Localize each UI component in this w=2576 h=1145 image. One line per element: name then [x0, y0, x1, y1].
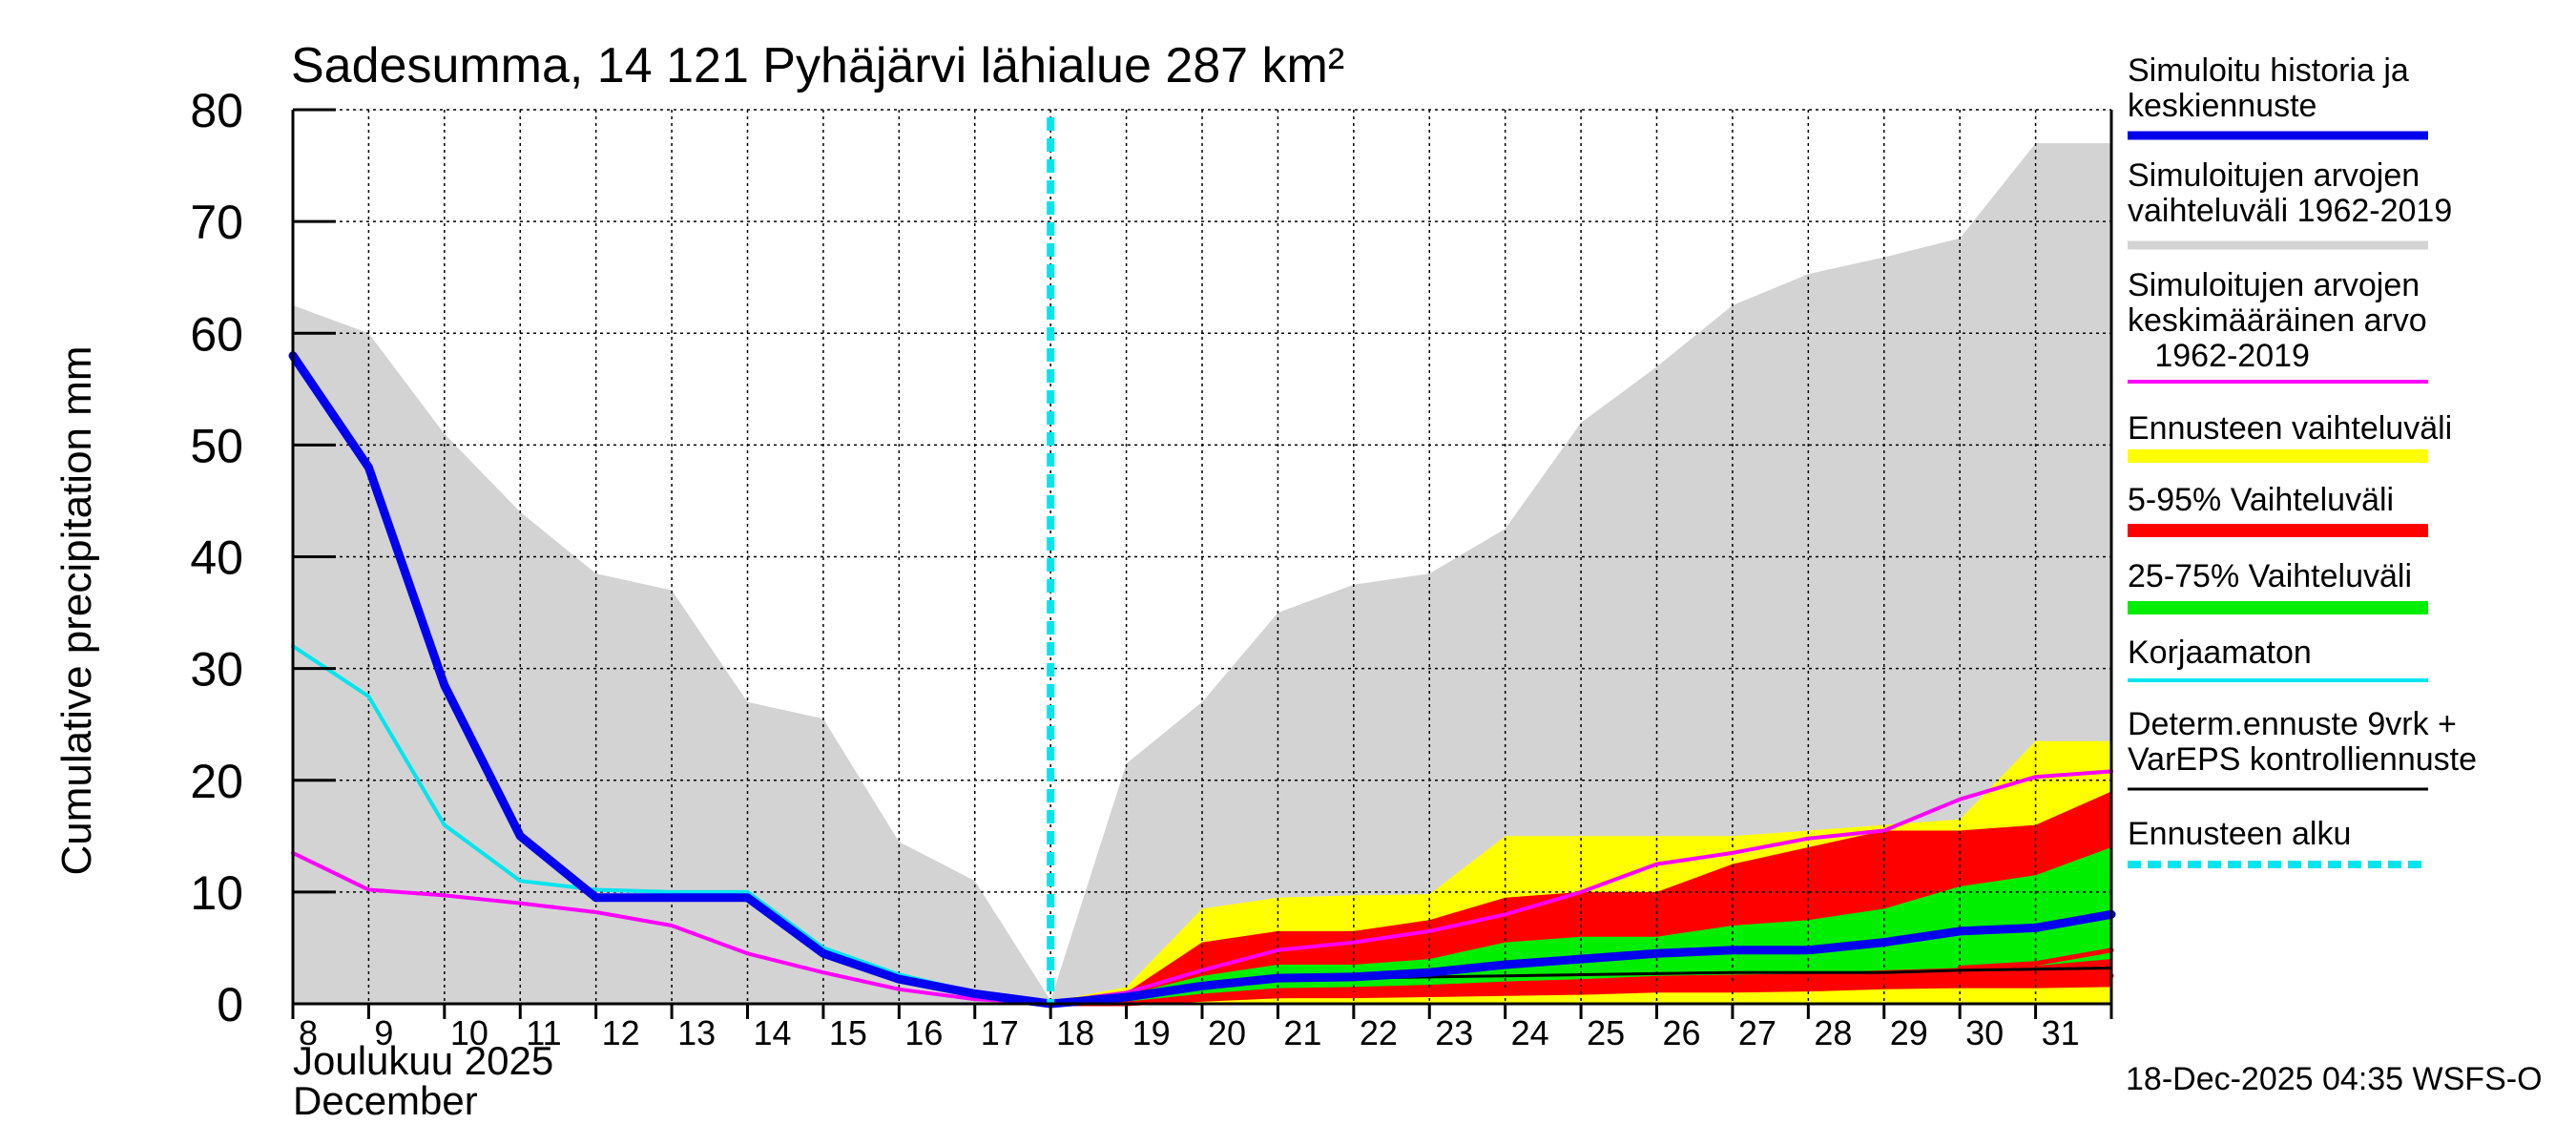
legend-label-line: Simuloitu historia ja — [2128, 52, 2409, 89]
x-tick-label: 23 — [1435, 1013, 1473, 1052]
x-tick-label: 17 — [981, 1013, 1019, 1052]
x-tick-label: 27 — [1738, 1013, 1776, 1052]
x-tick-label: 22 — [1360, 1013, 1398, 1052]
legend-label: 25-75% Vaihteluväli — [2128, 558, 2412, 594]
legend-label-line: Ennusteen vaihteluväli — [2128, 410, 2452, 447]
y-tick-label: 70 — [190, 196, 243, 249]
x-tick-label: 8 — [299, 1013, 318, 1052]
legend-item: 25-75% Vaihteluväli — [2128, 558, 2428, 614]
x-tick-label: 31 — [2042, 1013, 2080, 1052]
legend-label-line: Simuloitujen arvojen — [2128, 157, 2420, 194]
x-tick-label: 12 — [602, 1013, 640, 1052]
legend-label-line: Korjaamaton — [2128, 635, 2312, 671]
legend-item: Simuloitujen arvojen vaihteluväli 1962-20… — [2128, 157, 2452, 250]
x-tick-label: 29 — [1890, 1013, 1928, 1052]
x-tick-label: 24 — [1511, 1013, 1549, 1052]
history-range-area — [293, 143, 2111, 1005]
chart-title: Sadesumma, 14 121 Pyhäjärvi lähialue 287… — [291, 38, 1344, 94]
legend-label: Simuloitujen arvojen vaihteluväli 1962-20… — [2128, 157, 2452, 229]
x-tick-label: 18 — [1056, 1013, 1094, 1052]
y-tick-label: 10 — [190, 866, 243, 920]
mean-line — [291, 769, 2113, 1005]
x-axis-label-english: December — [293, 1078, 478, 1123]
legend-item: Simuloitujen arvojen keskimääräinen arvo … — [2128, 267, 2428, 384]
legend: Simuloitu historia ja keskiennusteSimuloi… — [2128, 52, 2477, 868]
x-tick-label: 13 — [677, 1013, 716, 1052]
x-tick-label: 25 — [1587, 1013, 1625, 1052]
y-tick-label: 30 — [190, 643, 243, 697]
y-axis-label: Cumulative precipitation mm — [53, 345, 100, 875]
legend-item: Determ.ennuste 9vrk + VarEPS kontrollienn… — [2128, 706, 2477, 791]
chart-axes: 0 10 20 30 40 50 60 70 80 8 9 10 11 12 13 14 15 16 17 18 19 2… — [190, 84, 2113, 1052]
legend-label-line: Ennusteen alku — [2128, 816, 2351, 852]
timestamp-footer: 18-Dec-2025 04:35 WSFS-O — [2126, 1061, 2543, 1097]
legend-label-line: VarEPS kontrolliennuste — [2128, 741, 2477, 778]
legend-label-line: Determ.ennuste 9vrk + — [2128, 706, 2457, 742]
x-tick-label: 9 — [374, 1013, 393, 1052]
legend-label: Determ.ennuste 9vrk + VarEPS kontrollienn… — [2128, 706, 2477, 778]
red-ribbon-line — [1957, 947, 2114, 970]
legend-item: Ennusteen vaihteluväli — [2128, 410, 2452, 463]
x-tick-label: 10 — [450, 1013, 488, 1052]
legend-item: Korjaamaton — [2128, 635, 2428, 682]
y-tick-label: 0 — [217, 978, 243, 1031]
x-tick-label: 19 — [1132, 1013, 1171, 1052]
x-tick-label: 15 — [829, 1013, 867, 1052]
x-tick-label: 16 — [904, 1013, 943, 1052]
y-tick-label: 40 — [190, 531, 243, 585]
legend-label-line: 25-75% Vaihteluväli — [2128, 558, 2412, 594]
x-tick-label: 11 — [526, 1013, 561, 1052]
legend-label: 5-95% Vaihteluväli — [2128, 482, 2394, 518]
legend-label-line: 5-95% Vaihteluväli — [2128, 482, 2394, 518]
legend-label: Ennusteen alku — [2128, 816, 2351, 852]
legend-item: Ennusteen alku — [2128, 816, 2428, 868]
simulated-mean-forecast-line — [288, 351, 2116, 1009]
legend-item: 5-95% Vaihteluväli — [2128, 482, 2428, 537]
x-tick-label: 28 — [1814, 1013, 1852, 1052]
y-tick-label: 20 — [190, 755, 243, 808]
red-lower-line — [1048, 973, 2114, 1007]
y-tick-label: 80 — [190, 84, 243, 137]
band-25-75-area — [1050, 847, 2111, 1004]
chart-grid — [293, 109, 2111, 1004]
legend-label-line: Simuloitujen arvojen — [2128, 267, 2420, 303]
x-tick-label: 21 — [1283, 1013, 1321, 1052]
y-tick-label: 60 — [190, 307, 243, 361]
legend-label-line: keskiennuste — [2128, 88, 2316, 124]
legend-label: Korjaamaton — [2128, 635, 2312, 671]
legend-label-line: vaihteluväli 1962-2019 — [2128, 193, 2452, 229]
legend-item: Simuloitu historia ja keskiennuste — [2128, 52, 2428, 140]
legend-label-line: keskimääräinen arvo — [2128, 302, 2427, 339]
legend-label: Simuloitu historia ja keskiennuste — [2128, 52, 2409, 124]
legend-label-line: 1962-2019 — [2128, 338, 2310, 374]
x-tick-label: 14 — [754, 1013, 792, 1052]
legend-label: Ennusteen vaihteluväli — [2128, 410, 2452, 447]
x-tick-label: 26 — [1663, 1013, 1701, 1052]
chart-lines — [288, 117, 2116, 1009]
x-axis-label-finnish: Joulukuu 2025 — [293, 1038, 553, 1083]
x-tick-label: 30 — [1965, 1013, 2004, 1052]
x-tick-label: 20 — [1208, 1013, 1246, 1052]
legend-label: Simuloitujen arvojen keskimääräinen arvo … — [2128, 267, 2427, 374]
y-tick-label: 50 — [190, 419, 243, 472]
